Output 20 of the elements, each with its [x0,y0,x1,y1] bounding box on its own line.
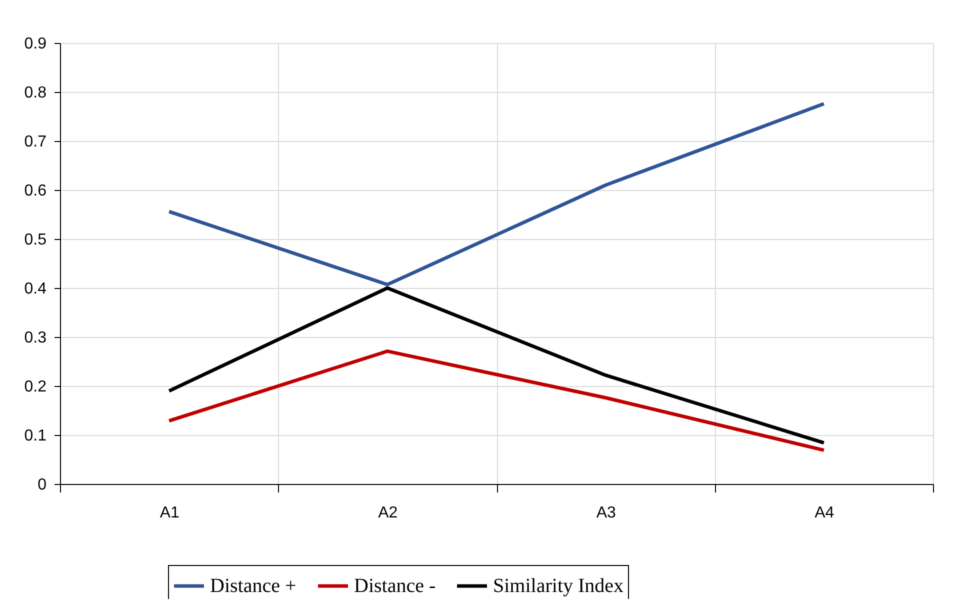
y-tick-label: 0.7 [24,134,47,150]
x-tick-label: A4 [814,504,834,522]
y-tick-label: 0.1 [24,428,47,444]
y-tick-label: 0.2 [24,378,47,396]
x-tick-label: A3 [596,504,616,522]
line-series [167,349,826,452]
line-series [167,102,826,286]
y-tick-label: 0.8 [24,84,47,102]
y-tick-label: 0.6 [24,182,47,200]
x-tick-label: A2 [378,504,398,522]
y-tick-label: 0.5 [24,232,47,248]
y-tick-label: 0.4 [24,280,47,298]
legend-label: Distance - [354,575,436,597]
line-series [167,286,826,445]
legend-label: Similarity Index [493,575,624,597]
legend-label: Distance + [210,575,296,597]
y-tick-label: 0 [38,476,47,494]
x-tick-label: A1 [160,504,180,522]
y-tick-label: 0.9 [24,36,47,52]
y-tick-label: 0.3 [24,330,47,346]
